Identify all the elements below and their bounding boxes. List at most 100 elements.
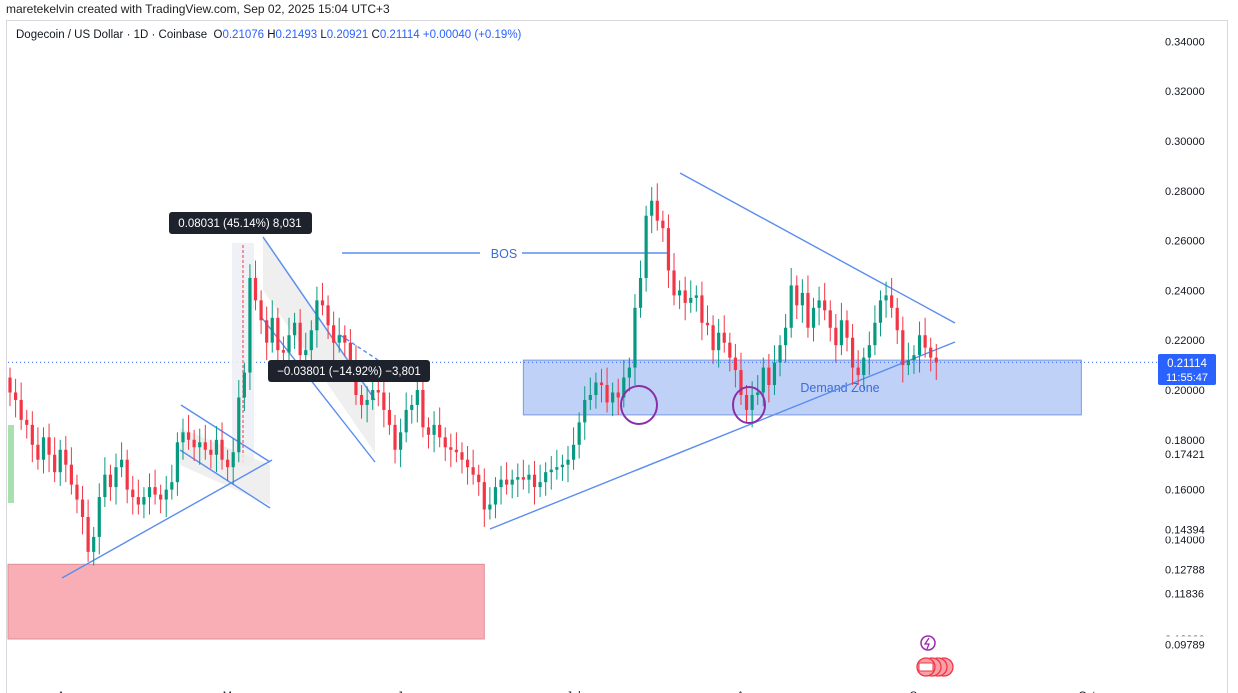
candle-body (789, 285, 793, 328)
candle (53, 437, 57, 483)
candle-body (912, 355, 916, 361)
candle (555, 449, 559, 480)
candle-body (53, 454, 57, 473)
candle-body (839, 320, 844, 346)
y-tick-label: 0.32000 (1165, 86, 1205, 98)
candle (231, 438, 235, 485)
candle-body (25, 419, 29, 425)
candle (292, 312, 297, 349)
candle-body (571, 444, 576, 460)
candle-body (36, 444, 40, 460)
candle-body (449, 447, 453, 450)
candle (58, 439, 62, 486)
price-tag-price: 0.21114 (1167, 358, 1207, 370)
candle-body (901, 330, 905, 366)
candle (142, 487, 146, 519)
candle-body (627, 367, 631, 378)
candle (365, 386, 369, 423)
time-axis[interactable]: Apr May Jun Jul Aug Sep Oct (57, 690, 1095, 693)
candle (387, 392, 392, 435)
candle-body (577, 422, 581, 445)
green-marker (8, 425, 14, 503)
credit-text: maretekelvin created with TradingView.co… (6, 2, 390, 16)
bos-label: BOS (491, 247, 517, 261)
candle (583, 386, 587, 440)
symbol-label[interactable]: Dogecoin / US Dollar · 1D · Coinbase (16, 29, 208, 41)
candle-body (733, 357, 737, 371)
candle-body (192, 439, 196, 448)
candle (845, 310, 849, 352)
x-tick-label: Jun (397, 690, 415, 693)
candle (873, 305, 877, 356)
candle-body (666, 228, 671, 271)
open-value: 0.21076 (222, 29, 265, 41)
candle-body (426, 427, 431, 435)
candle (75, 474, 79, 514)
candle-body (633, 307, 637, 368)
candle (136, 479, 140, 515)
close-label: C (371, 29, 380, 41)
candle (343, 325, 347, 357)
candle-body (811, 307, 816, 328)
candle-body (259, 300, 263, 321)
candle-body (231, 452, 235, 468)
price-axis[interactable]: 0.34000 0.32000 0.30000 0.28000 0.26000 0.240… (1158, 36, 1223, 652)
candle-body (125, 459, 129, 490)
measure-up-text: 0.08031 (45.14%) 8,031 (178, 218, 301, 230)
candle (666, 214, 671, 288)
candle-body (359, 394, 364, 405)
candle-body (594, 382, 598, 395)
candle (705, 305, 710, 336)
candle-body (181, 432, 185, 443)
y-tick-label: 0.26000 (1165, 236, 1205, 248)
candle (577, 412, 581, 459)
candle (438, 407, 442, 448)
candle (337, 317, 341, 353)
candle (382, 378, 386, 428)
candle (862, 347, 866, 389)
candle-body (186, 432, 191, 440)
candle-body (544, 472, 548, 483)
candle-body (488, 504, 492, 510)
candle-body (678, 290, 682, 296)
candle-body (521, 477, 525, 480)
candle (488, 487, 492, 520)
candle (789, 267, 793, 338)
candle-body (683, 290, 687, 303)
candle (817, 286, 821, 326)
candle-body (828, 310, 832, 328)
candle (131, 475, 135, 515)
candle (811, 297, 816, 342)
candle-body (605, 385, 609, 403)
event-icons (916, 635, 954, 677)
candle (421, 372, 425, 438)
candle-body (650, 200, 654, 216)
candle (393, 414, 397, 464)
candle-body (477, 474, 481, 483)
candle (47, 423, 51, 473)
candle (209, 439, 213, 469)
candle (689, 280, 693, 313)
y-special-label-bg (1161, 636, 1223, 652)
candle (25, 409, 29, 439)
demand-zone (522, 359, 1082, 416)
candle (594, 372, 598, 409)
candle-body (527, 474, 531, 480)
candle (499, 465, 503, 505)
candle (304, 332, 308, 366)
candle (516, 463, 520, 498)
candle-body (850, 337, 855, 368)
candle-body (549, 469, 553, 473)
candle-body (276, 317, 280, 351)
candle-body (694, 295, 698, 298)
candle-body (929, 347, 933, 358)
candle (376, 380, 380, 407)
candle (36, 427, 40, 470)
candle (622, 360, 626, 408)
candle-body (555, 467, 559, 470)
candle-body (64, 449, 68, 465)
y-tick-label: 0.18000 (1165, 435, 1205, 447)
candle-body (326, 305, 330, 326)
candle-body (711, 325, 715, 351)
